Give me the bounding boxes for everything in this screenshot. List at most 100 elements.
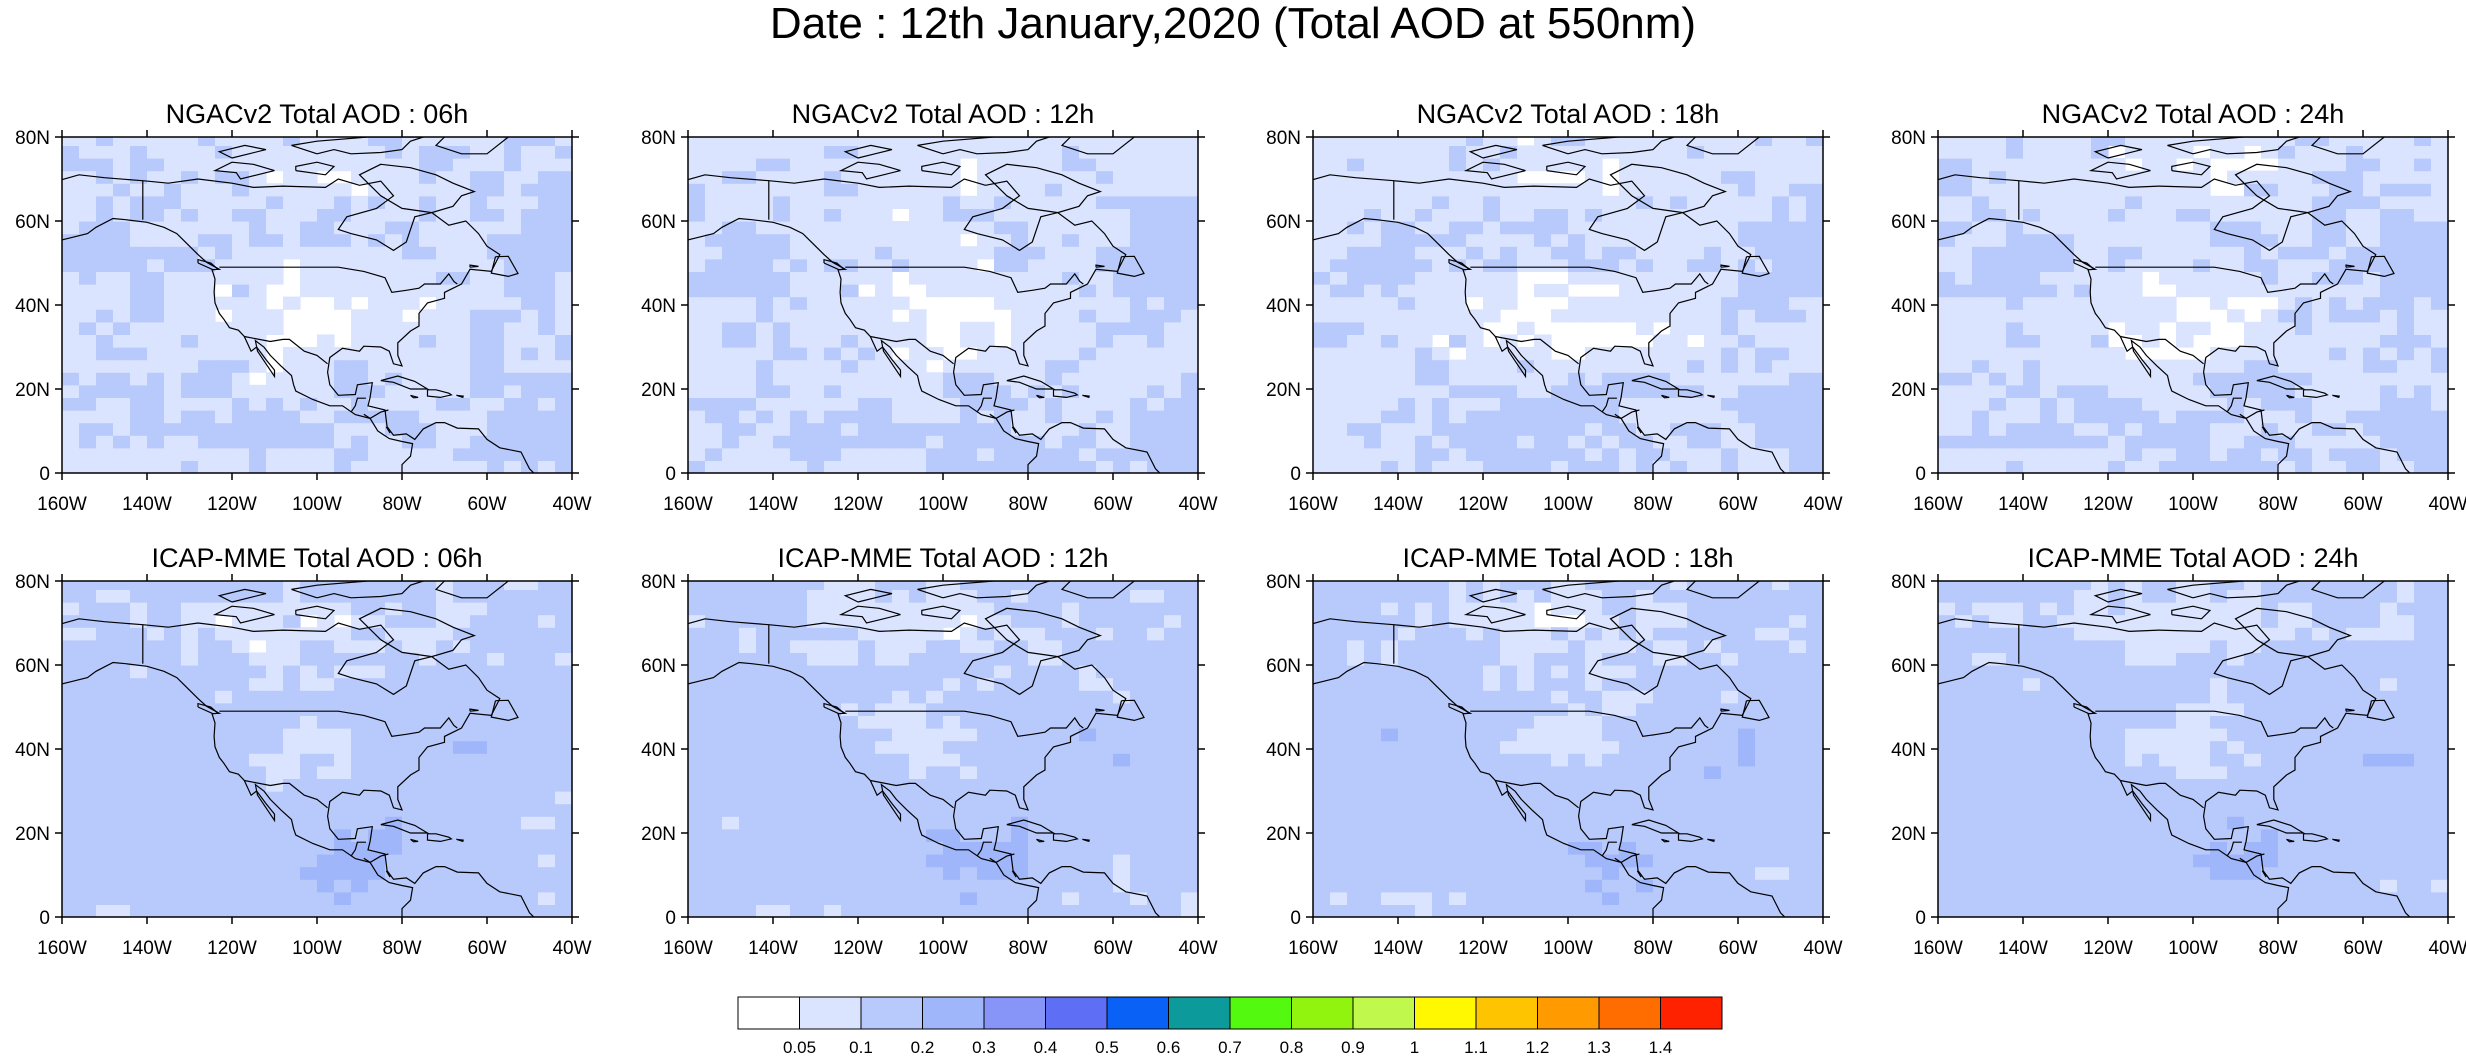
lat-tick-label: 60N	[641, 212, 676, 233]
lon-tick-label: 140W	[1373, 494, 1423, 515]
lon-tick-label: 80W	[1633, 494, 1672, 515]
colorbar-box	[1106, 996, 1169, 1030]
lon-tick-label: 80W	[1633, 938, 1672, 959]
lon-tick-label: 80W	[382, 938, 421, 959]
colorbar-box	[737, 996, 800, 1030]
lon-tick-label: 60W	[1093, 494, 1132, 515]
map-panel: ICAP-MME Total AOD : 18h 80N 60N 40N 20N 0 160…	[1266, 543, 1842, 959]
panel-title: NGACv2 Total AOD : 06h	[166, 99, 469, 129]
lon-tick-label: 80W	[2258, 494, 2297, 515]
lon-tick-label: 120W	[1458, 494, 1508, 515]
lon-tick-label: 160W	[663, 494, 713, 515]
lat-tick-label: 40N	[15, 296, 50, 317]
lon-tick-label: 120W	[2083, 938, 2133, 959]
lat-tick-label: 80N	[1266, 572, 1301, 593]
colorbar-box	[860, 996, 923, 1030]
colorbar-box	[1045, 996, 1108, 1030]
colorbar-label: 1	[1410, 1038, 1419, 1056]
aod-field	[1938, 581, 2448, 917]
lon-tick-label: 100W	[918, 938, 968, 959]
colorbar-box	[1475, 996, 1538, 1030]
map-panel: NGACv2 Total AOD : 06h 80N 60N 40N 20N 0 160W 1…	[15, 99, 591, 515]
lon-tick-label: 100W	[2168, 494, 2218, 515]
colorbar-label: 0.05	[783, 1038, 816, 1056]
lon-tick-label: 160W	[663, 938, 713, 959]
lon-tick-label: 160W	[1288, 938, 1338, 959]
colorbar-box	[1352, 996, 1415, 1030]
map-panel: NGACv2 Total AOD : 18h 80N 60N 40N 20N 0 160W 1…	[1266, 99, 1842, 515]
coastlines	[688, 581, 1161, 917]
lon-tick-label: 100W	[1543, 494, 1593, 515]
coastlines	[1938, 137, 2411, 473]
lon-tick-label: 160W	[1913, 938, 1963, 959]
colorbar-box	[1291, 996, 1354, 1030]
lon-tick-label: 140W	[1373, 938, 1423, 959]
lat-tick-label: 20N	[1891, 824, 1926, 845]
colorbar-box	[1598, 996, 1661, 1030]
aod-field	[1313, 137, 1823, 473]
lat-tick-label: 0	[1290, 908, 1301, 929]
lon-tick-label: 120W	[1458, 938, 1508, 959]
lon-tick-label: 100W	[292, 494, 342, 515]
lat-tick-label: 40N	[641, 296, 676, 317]
lon-tick-label: 40W	[552, 494, 591, 515]
lon-tick-label: 100W	[918, 494, 968, 515]
coastlines	[62, 137, 535, 473]
panel-title: ICAP-MME Total AOD : 12h	[777, 543, 1108, 573]
map-panel: ICAP-MME Total AOD : 24h 80N 60N 40N 20N 0 160…	[1891, 543, 2466, 959]
lat-tick-label: 0	[1290, 464, 1301, 485]
lat-tick-label: 20N	[641, 824, 676, 845]
lon-tick-label: 60W	[467, 938, 506, 959]
lat-tick-label: 40N	[1266, 740, 1301, 761]
lat-tick-label: 20N	[15, 824, 50, 845]
lat-tick-label: 80N	[15, 128, 50, 149]
lat-tick-label: 80N	[641, 572, 676, 593]
map-panel: NGACv2 Total AOD : 12h 80N 60N 40N 20N 0 160W 1…	[641, 99, 1217, 515]
panel-title: ICAP-MME Total AOD : 18h	[1402, 543, 1733, 573]
lon-tick-label: 60W	[1718, 938, 1757, 959]
lon-tick-label: 40W	[1803, 938, 1842, 959]
lon-tick-label: 160W	[1913, 494, 1963, 515]
lat-tick-label: 20N	[15, 380, 50, 401]
lon-tick-label: 100W	[1543, 938, 1593, 959]
lon-tick-label: 160W	[1288, 494, 1338, 515]
lat-tick-label: 80N	[1891, 128, 1926, 149]
lat-tick-label: 0	[1915, 908, 1926, 929]
colorbar-label: 1.2	[1526, 1038, 1550, 1056]
lat-tick-label: 60N	[1891, 656, 1926, 677]
panel-title: NGACv2 Total AOD : 18h	[1417, 99, 1720, 129]
coastlines	[62, 581, 535, 917]
lat-tick-label: 60N	[15, 212, 50, 233]
lat-tick-label: 40N	[15, 740, 50, 761]
lat-tick-label: 20N	[641, 380, 676, 401]
colorbar-box	[799, 996, 862, 1030]
colorbar-label: 0.2	[911, 1038, 935, 1056]
lon-tick-label: 60W	[2343, 938, 2382, 959]
colorbar: 0.05 0.1 0.2 0.3 0.4 0.5 0.6 0.7 0.8 0.9 1 1.1 1.2 1.…	[737, 996, 1723, 1056]
aod-field	[1313, 581, 1823, 917]
colorbar-box	[1168, 996, 1231, 1030]
colorbar-box	[1414, 996, 1477, 1030]
lon-tick-label: 140W	[1998, 494, 2048, 515]
lat-tick-label: 60N	[641, 656, 676, 677]
lon-tick-label: 120W	[207, 494, 257, 515]
lon-tick-label: 160W	[37, 494, 87, 515]
colorbar-label: 1.4	[1649, 1038, 1673, 1056]
lat-tick-label: 0	[39, 464, 50, 485]
lat-tick-label: 20N	[1266, 380, 1301, 401]
lat-tick-label: 0	[1915, 464, 1926, 485]
colorbar-label: 0.3	[972, 1038, 996, 1056]
lat-tick-label: 40N	[1891, 740, 1926, 761]
lon-tick-label: 80W	[1008, 938, 1047, 959]
colorbar-label: 1.3	[1587, 1038, 1611, 1056]
colorbar-box	[1229, 996, 1292, 1030]
colorbar-label: 0.4	[1034, 1038, 1058, 1056]
lon-tick-label: 40W	[2428, 494, 2466, 515]
lat-tick-label: 60N	[1266, 656, 1301, 677]
lat-tick-label: 80N	[15, 572, 50, 593]
colorbar-box	[1660, 996, 1723, 1030]
lon-tick-label: 100W	[2168, 938, 2218, 959]
lat-tick-label: 80N	[1266, 128, 1301, 149]
lon-tick-label: 120W	[2083, 494, 2133, 515]
colorbar-label: 1.1	[1464, 1038, 1488, 1056]
